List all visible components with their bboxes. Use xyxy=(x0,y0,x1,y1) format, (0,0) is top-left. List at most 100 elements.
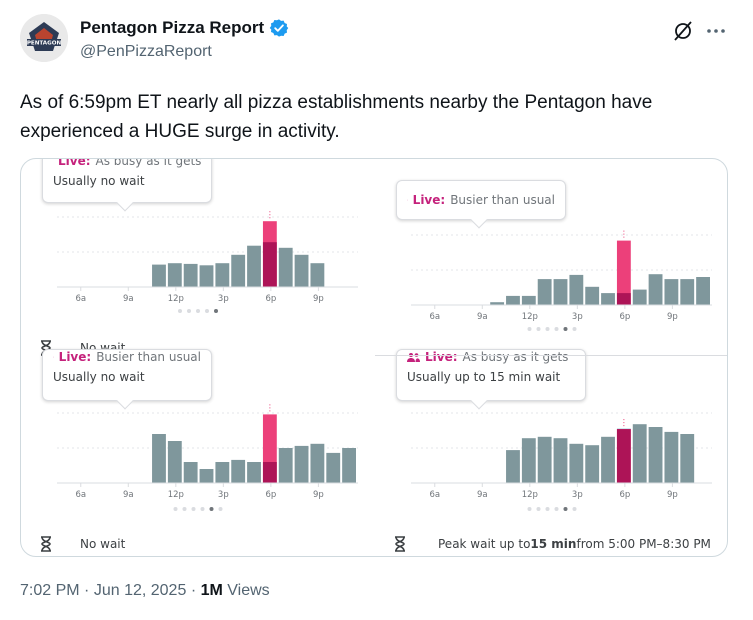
usual-bar xyxy=(601,293,615,305)
live-bubble: Live: As busy as it gets Usually up to 1… xyxy=(396,349,586,410)
tweet-date[interactable]: Jun 12, 2025 xyxy=(93,582,187,599)
usual-bar xyxy=(247,462,261,483)
display-name-text[interactable]: Pentagon Pizza Report xyxy=(80,18,265,37)
usual-bar xyxy=(632,289,647,305)
tick-label: 12p xyxy=(168,490,184,500)
more-icon[interactable] xyxy=(705,20,727,42)
pagination-dot xyxy=(554,327,559,331)
live-label: Live: xyxy=(425,350,458,364)
wait-footer: No wait xyxy=(40,536,125,552)
pagination-dot xyxy=(173,507,178,511)
usual-bar xyxy=(294,445,309,483)
tick-label: 6p xyxy=(265,490,276,500)
usual-bar xyxy=(199,469,214,483)
tick-label: 9p xyxy=(313,490,324,500)
usual-bar xyxy=(553,438,568,483)
svg-text:PENTAGON: PENTAGON xyxy=(27,41,62,47)
usual-bar xyxy=(310,263,325,287)
usual-wait: Usually up to 15 min wait xyxy=(407,370,561,384)
usual-bar xyxy=(310,443,325,483)
usual-bar xyxy=(199,265,214,287)
live-row: Live: Busier than usual xyxy=(407,193,555,207)
live-overlap-bar xyxy=(616,429,631,483)
usual-bar xyxy=(601,436,615,483)
usual-bar xyxy=(521,295,536,305)
grok-icon[interactable] xyxy=(672,20,694,42)
tweet-meta: 7:02 PM · Jun 12, 2025 · 1M Views xyxy=(20,582,270,600)
tweet-text: As of 6:59pm ET nearly all pizza establi… xyxy=(20,92,653,142)
usual-bar xyxy=(490,302,505,305)
views-count: 1M xyxy=(200,582,223,599)
usual-wait: Usually no wait xyxy=(53,370,145,384)
usual-bar xyxy=(231,459,246,483)
live-bubble: Live: As busy as it gets Usually no wait xyxy=(42,158,212,212)
usual-bar xyxy=(569,443,584,483)
live-status: As busy as it gets xyxy=(95,158,202,168)
pagination-dot xyxy=(527,327,532,331)
display-name[interactable]: Pentagon Pizza Report xyxy=(80,18,289,38)
popular-times-panel-3: 6a 9a 12p 3p 6p 9p Live: Busier than usual Us… xyxy=(21,349,375,556)
usual-bar xyxy=(152,434,166,483)
panel-divider xyxy=(375,355,727,356)
wait-suffix: from 5:00 PM–8:30 PM xyxy=(576,537,711,551)
usual-bar xyxy=(648,427,663,483)
usual-bar xyxy=(294,254,309,287)
pagination-dot xyxy=(536,507,541,511)
tick-label: 12p xyxy=(522,312,538,322)
hourglass-icon xyxy=(395,536,405,552)
meta-sep: · xyxy=(190,582,197,599)
usual-bar xyxy=(585,445,600,483)
tick-label: 12p xyxy=(168,294,184,304)
avatar[interactable]: PENTAGON xyxy=(20,14,68,62)
live-bar xyxy=(616,240,631,305)
pagination-dot xyxy=(178,309,182,313)
pagination-dot xyxy=(572,507,577,511)
pagination-dot xyxy=(196,309,200,313)
tick-label: 9p xyxy=(667,312,678,322)
usual-bar xyxy=(632,424,647,483)
live-label: Live: xyxy=(58,350,92,364)
tick-label: 6p xyxy=(619,490,630,500)
handle[interactable]: @PenPizzaReport xyxy=(80,43,212,60)
tick-label: 6p xyxy=(265,294,276,304)
tick-label: 9a xyxy=(477,490,488,500)
tick-label: 3p xyxy=(218,294,229,304)
live-label: Live: xyxy=(412,193,446,207)
tick-label: 9p xyxy=(667,490,678,500)
pagination-dot xyxy=(214,309,218,313)
wait-text: No wait xyxy=(80,537,126,551)
pagination-dot xyxy=(536,327,541,331)
live-row: Live: Busier than usual xyxy=(53,350,201,364)
usual-bar xyxy=(215,462,230,483)
usual-bar xyxy=(215,263,230,287)
live-status: Busier than usual xyxy=(450,193,555,207)
media-image[interactable]: 6a 9a 12p 3p 6p 9p Live: As busy as it gets U… xyxy=(20,158,728,557)
usual-bar xyxy=(680,434,695,483)
pagination-dot xyxy=(572,327,577,331)
chart-1: 6a 9a 12p 3p 6p 9p xyxy=(57,211,358,313)
usual-bar xyxy=(585,286,600,305)
live-status: Busier than usual xyxy=(96,350,201,364)
usual-bar xyxy=(648,274,663,305)
wait-text: Peak wait up to xyxy=(438,537,531,551)
tick-label: 9a xyxy=(123,294,134,304)
views-label: Views xyxy=(227,582,270,599)
tick-label: 6a xyxy=(75,294,86,304)
tweet-time[interactable]: 7:02 PM xyxy=(20,582,80,599)
usual-bar xyxy=(537,436,552,483)
usual-bar xyxy=(278,448,293,483)
usual-bar xyxy=(664,279,679,305)
usual-bar xyxy=(553,279,568,305)
tick-label: 6p xyxy=(619,312,630,322)
pagination-dot xyxy=(563,507,568,511)
tick-label: 12p xyxy=(522,490,538,500)
usual-bar xyxy=(696,277,710,305)
popular-times-panel-4: 6a 9a 12p 3p 6p 9p Live: As busy as it gets U… xyxy=(375,349,727,556)
tick-label: 6a xyxy=(429,312,440,322)
usual-bar xyxy=(152,264,166,287)
pagination-dot xyxy=(209,507,214,511)
tick-label: 9a xyxy=(477,312,488,322)
tick-label: 3p xyxy=(218,490,229,500)
usual-bar xyxy=(521,438,536,483)
usual-bar xyxy=(326,452,341,483)
